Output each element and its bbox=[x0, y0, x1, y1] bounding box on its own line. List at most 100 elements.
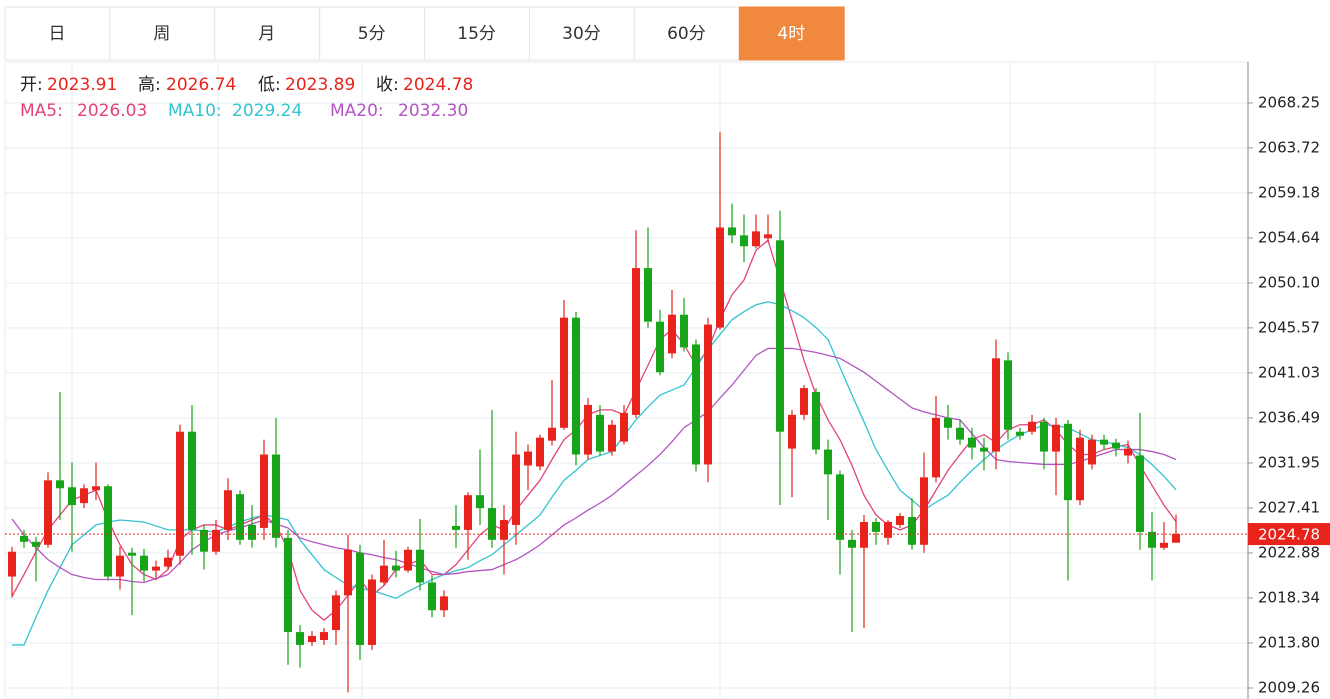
candle-body bbox=[1004, 360, 1012, 430]
candle-body bbox=[980, 447, 988, 452]
candle-body bbox=[320, 632, 328, 640]
candle-body bbox=[1088, 439, 1096, 465]
candle-body bbox=[152, 566, 160, 571]
candle-body bbox=[416, 549, 424, 583]
tab[interactable] bbox=[633, 6, 740, 61]
candle-body bbox=[752, 231, 760, 247]
tab[interactable] bbox=[4, 6, 111, 61]
ma-line bbox=[11, 347, 1177, 584]
candle-body bbox=[524, 451, 532, 466]
y-tick-label: 2022.88 bbox=[1258, 543, 1320, 561]
ohlc-label: 收: bbox=[376, 75, 399, 95]
tab[interactable] bbox=[738, 6, 845, 61]
y-tick-label: 2045.57 bbox=[1258, 318, 1320, 336]
candle-body bbox=[404, 549, 412, 571]
candle-body bbox=[188, 431, 196, 530]
candle-body bbox=[464, 495, 472, 530]
candle-body bbox=[200, 529, 208, 552]
candle-body bbox=[20, 535, 28, 542]
legend-label: MA20: bbox=[330, 101, 384, 121]
candle-body bbox=[596, 414, 604, 452]
candle-body bbox=[368, 579, 376, 645]
tab-label[interactable]: 4时 bbox=[777, 24, 805, 44]
ohlc-label: 低: bbox=[258, 75, 281, 95]
candle-body bbox=[812, 392, 820, 450]
tab-label[interactable]: 月 bbox=[258, 24, 275, 44]
candle-body bbox=[704, 324, 712, 465]
candle-body bbox=[392, 565, 400, 571]
ma-line bbox=[12, 301, 1177, 646]
y-tick-label: 2009.26 bbox=[1258, 678, 1320, 696]
tab[interactable] bbox=[529, 6, 635, 61]
tab-label[interactable]: 60分 bbox=[667, 24, 706, 44]
candle-body bbox=[860, 521, 868, 548]
candle-body bbox=[1148, 531, 1156, 548]
ma-line bbox=[11, 239, 1177, 621]
y-tick-label: 2054.64 bbox=[1258, 228, 1320, 246]
tab-label[interactable]: 15分 bbox=[457, 24, 496, 44]
ohlc-label: 开: bbox=[20, 75, 43, 95]
candle-body bbox=[536, 437, 544, 467]
candle-body bbox=[740, 235, 748, 247]
ohlc-label: 高: bbox=[138, 75, 161, 95]
candle-body bbox=[680, 314, 688, 348]
tab-label[interactable]: 日 bbox=[49, 24, 66, 44]
candle-body bbox=[500, 519, 508, 540]
candle-body bbox=[332, 595, 340, 631]
candle-body bbox=[1040, 421, 1048, 452]
plot-border bbox=[4, 61, 1249, 699]
candle-body bbox=[452, 525, 460, 530]
candle-body bbox=[428, 582, 436, 611]
candle-body bbox=[296, 632, 304, 645]
tab[interactable] bbox=[319, 6, 426, 61]
candle-body bbox=[488, 508, 496, 540]
candle-body bbox=[92, 486, 100, 491]
candle-body bbox=[692, 344, 700, 465]
candle-body bbox=[176, 431, 184, 556]
candle-body bbox=[1076, 437, 1084, 501]
candle-body bbox=[56, 480, 64, 489]
candle-body bbox=[1160, 542, 1168, 548]
tab-label[interactable]: 30分 bbox=[562, 24, 601, 44]
candle-body bbox=[104, 486, 112, 577]
candle-body bbox=[1124, 448, 1132, 456]
legend-label: MA5: bbox=[20, 101, 63, 121]
y-tick-label: 2013.80 bbox=[1258, 633, 1320, 651]
candle-body bbox=[908, 517, 916, 545]
candle-body bbox=[356, 552, 364, 645]
candle-body bbox=[824, 449, 832, 475]
y-tick-label: 2050.10 bbox=[1258, 273, 1320, 291]
candle-body bbox=[836, 474, 844, 540]
candle-body bbox=[116, 555, 124, 577]
candle-body bbox=[668, 314, 676, 354]
tab[interactable] bbox=[424, 6, 531, 61]
candle-body bbox=[284, 537, 292, 633]
candle-body bbox=[44, 480, 52, 545]
candle-body bbox=[584, 404, 592, 455]
candle-body bbox=[512, 454, 520, 525]
candle-body bbox=[932, 417, 940, 478]
candle-body bbox=[248, 524, 256, 540]
candle-body bbox=[968, 437, 976, 448]
candle-body bbox=[440, 596, 448, 611]
candle-body bbox=[920, 477, 928, 545]
candle-body bbox=[1112, 442, 1120, 449]
y-tick-label: 2036.49 bbox=[1258, 408, 1320, 426]
candle-body bbox=[80, 488, 88, 504]
tab[interactable] bbox=[214, 6, 321, 61]
candle-body bbox=[728, 227, 736, 236]
candle-body bbox=[944, 417, 952, 428]
tab[interactable] bbox=[109, 6, 216, 61]
candle-body bbox=[236, 494, 244, 540]
candle-body bbox=[224, 490, 232, 530]
candle-body bbox=[1100, 439, 1108, 445]
y-tick-label: 2063.72 bbox=[1258, 138, 1320, 156]
candle-body bbox=[884, 521, 892, 538]
candle-body bbox=[128, 552, 136, 556]
tab-label[interactable]: 周 bbox=[153, 24, 170, 44]
candle-body bbox=[548, 427, 556, 441]
tab-label[interactable]: 5分 bbox=[358, 24, 386, 44]
candle-body bbox=[1172, 534, 1180, 543]
y-tick-label: 2059.18 bbox=[1258, 183, 1320, 201]
